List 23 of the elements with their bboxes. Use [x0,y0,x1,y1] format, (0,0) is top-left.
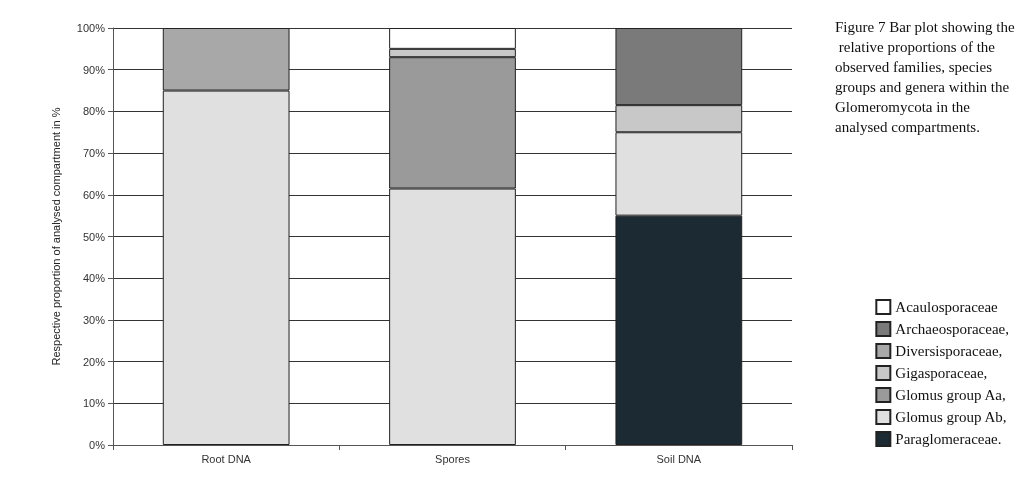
text: Figure 7 Bar plot showing the relative proportions of the observed families, species groups and genera within the Glomeromycota in the analysed compartments. [835,19,1015,135]
y-tick-label: 90% [82,63,106,76]
y-tick-label: 70% [82,147,106,160]
y-tick-label: 0% [89,439,106,451]
x-tick-label: Soil DNA [656,452,702,465]
y-tick-label: 60% [82,188,106,201]
y-axis-title: Respective proportion of analysed compartment in % [49,107,62,366]
legend-label: Acaulosporaceae [895,299,999,315]
y-tick-label: 30% [82,313,106,326]
y-tick-label: 40% [82,272,106,285]
y-tick-label: 100% [76,22,106,34]
y-tick-label: 80% [82,105,106,118]
y-tick-label: 50% [82,230,106,243]
legend-label: Archaeosporaceae, [895,321,1009,337]
x-tick-label: Spores [435,452,471,465]
x-tick-label: Root DNA [201,452,252,465]
y-tick-label: 10% [82,397,106,410]
legend-label: Glomus group Ab, [895,409,1007,425]
legend-label: Diversisporaceae, [895,343,1003,359]
legend-label: Glomus group Aa, [895,387,1006,403]
y-tick-label: 20% [82,355,106,368]
legend-label: Gigasporaceae, [895,365,988,381]
legend-label: Paraglomeraceae. [895,431,1002,447]
